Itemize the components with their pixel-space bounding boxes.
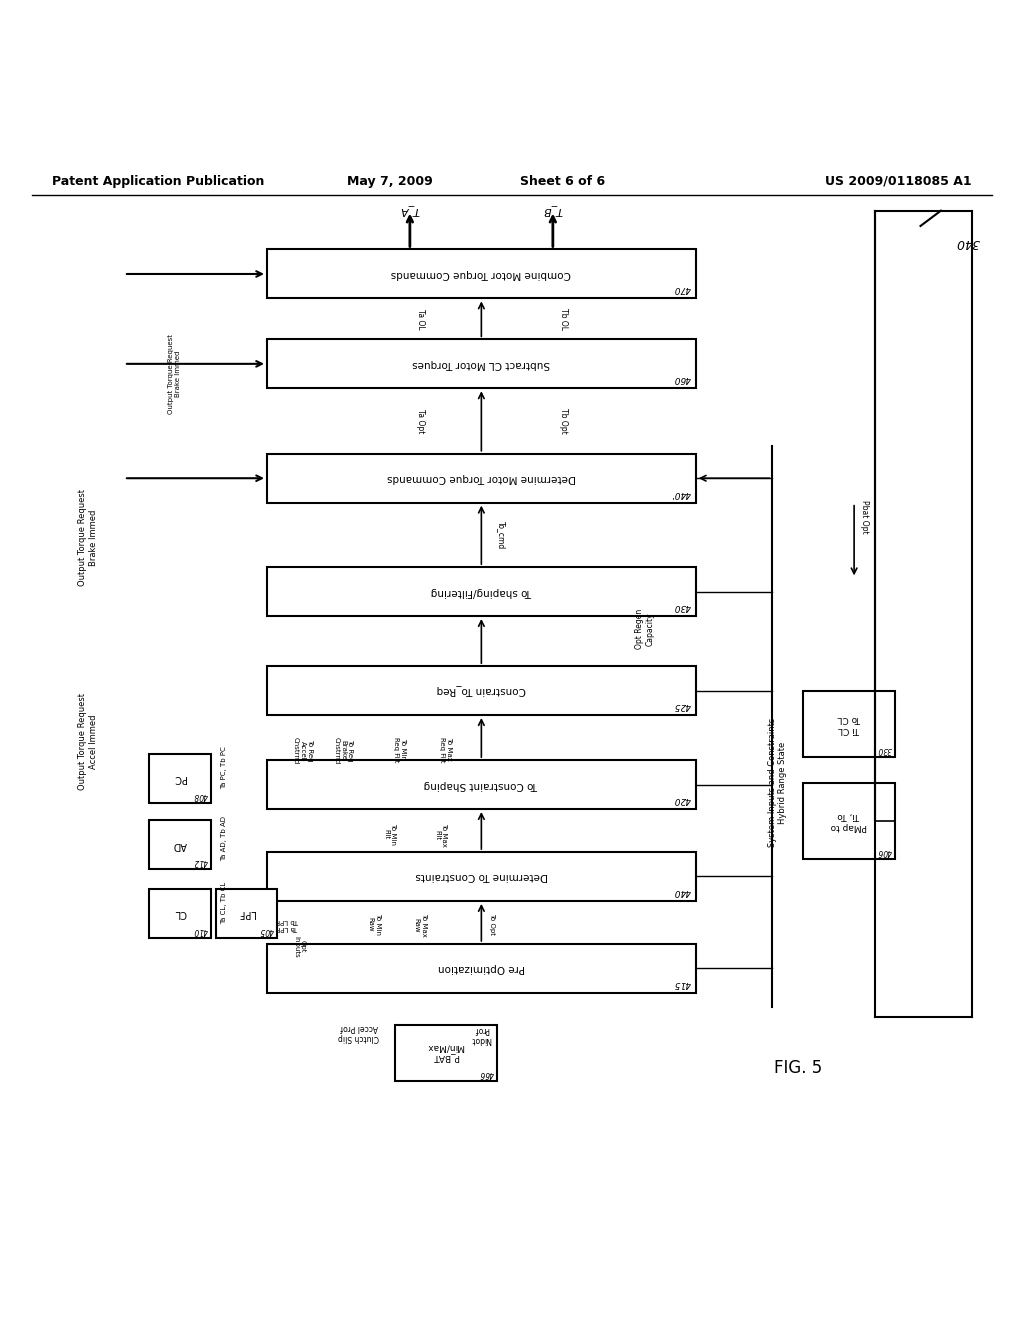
Text: To Max
Filt: To Max Filt: [434, 824, 447, 847]
Text: 420: 420: [674, 795, 691, 804]
Bar: [267, 944, 696, 993]
Text: P_BAT
Min/Max: P_BAT Min/Max: [427, 1043, 465, 1063]
Text: 470: 470: [674, 284, 691, 293]
Text: 460: 460: [674, 375, 691, 383]
Text: Sheet 6 of 6: Sheet 6 of 6: [520, 176, 605, 187]
Text: LPF: LPF: [238, 908, 255, 919]
Text: US 2009/0118085 A1: US 2009/0118085 A1: [825, 176, 972, 187]
Text: Ta OL: Ta OL: [416, 309, 425, 329]
Text: T_A: T_A: [400, 205, 420, 215]
Bar: [267, 667, 696, 715]
Text: To Constraint Shaping: To Constraint Shaping: [424, 780, 539, 789]
Text: Pbat Opt: Pbat Opt: [860, 500, 868, 533]
Text: Clutch Slip
Accel Prof: Clutch Slip Accel Prof: [338, 1023, 379, 1041]
Text: CL: CL: [174, 908, 186, 919]
Bar: [267, 851, 696, 902]
Text: Pre Optimization: Pre Optimization: [438, 964, 525, 973]
Text: To Min
Req Filt: To Min Req Filt: [393, 737, 407, 762]
Text: To Opt: To Opt: [488, 913, 495, 936]
Bar: [267, 339, 696, 388]
Text: Ta LPF
Tb LPF: Ta LPF Tb LPF: [275, 917, 299, 931]
Text: Ta Opt: Ta Opt: [416, 409, 425, 433]
Text: 408: 408: [194, 791, 208, 800]
Text: To Max
Req Filt: To Max Req Filt: [439, 737, 453, 762]
Text: Nidot
Prof: Nidot Prof: [471, 1024, 492, 1044]
Text: 425: 425: [674, 701, 691, 710]
Text: Constrain To_Req: Constrain To_Req: [436, 685, 526, 696]
Bar: [216, 888, 278, 937]
Text: 466: 466: [479, 1069, 494, 1077]
Text: To Min
Filt: To Min Filt: [383, 824, 396, 845]
Text: Determine To Constraints: Determine To Constraints: [415, 871, 548, 882]
Bar: [803, 783, 895, 859]
Text: FIG. 5: FIG. 5: [774, 1060, 822, 1077]
Text: 405: 405: [259, 925, 274, 935]
Text: 440': 440': [671, 488, 691, 498]
Text: 410: 410: [194, 925, 208, 935]
Text: 340: 340: [956, 236, 980, 249]
Text: To Req
Brake
Cnstrnd: To Req Brake Cnstrnd: [334, 737, 353, 764]
Text: Ta PC, Tb PC: Ta PC, Tb PC: [221, 746, 227, 788]
Text: To Min
Raw: To Min Raw: [368, 913, 381, 936]
Text: To Max
Raw: To Max Raw: [414, 913, 427, 937]
Text: 330: 330: [878, 744, 892, 754]
Bar: [267, 568, 696, 616]
Bar: [803, 690, 895, 756]
Text: System Inputs and Constraints
Hybrid Range State: System Inputs and Constraints Hybrid Ran…: [768, 718, 787, 847]
Bar: [267, 249, 696, 298]
Text: To Req
Accel
Cnstrnd: To Req Accel Cnstrnd: [293, 737, 312, 764]
Text: Opt Regen
Capacity: Opt Regen Capacity: [635, 610, 654, 649]
Text: 412: 412: [194, 857, 208, 866]
Text: AD: AD: [173, 840, 187, 850]
Text: Patent Application Publication: Patent Application Publication: [52, 176, 265, 187]
Bar: [267, 454, 696, 503]
Text: Tb Opt: Tb Opt: [558, 408, 567, 434]
Text: To_cmd: To_cmd: [498, 521, 506, 549]
Text: Output Torque Request
Brake Immed: Output Torque Request Brake Immed: [169, 334, 181, 414]
Text: Subtract CL Motor Torques: Subtract CL Motor Torques: [413, 359, 550, 368]
Text: Combine Motor Torque Commands: Combine Motor Torque Commands: [391, 269, 571, 279]
Text: Opt
Inputs: Opt Inputs: [293, 936, 306, 957]
Bar: [394, 1024, 497, 1081]
Text: PC: PC: [174, 774, 186, 784]
Text: Ta AD, Tb AD: Ta AD, Tb AD: [221, 816, 227, 861]
Text: To shaping/Filtering: To shaping/Filtering: [431, 586, 532, 597]
Text: T_B: T_B: [543, 205, 563, 215]
Bar: [150, 888, 211, 937]
Text: Ti CL
To CL: Ti CL To CL: [838, 714, 861, 734]
Text: May 7, 2009: May 7, 2009: [346, 176, 432, 187]
Text: Ta CL, Tb CL: Ta CL, Tb CL: [221, 882, 227, 924]
Text: 430: 430: [674, 602, 691, 611]
Text: 440: 440: [674, 887, 691, 896]
Text: Output Torque Request
Brake Immed: Output Torque Request Brake Immed: [79, 488, 98, 586]
Text: 406: 406: [878, 847, 892, 857]
Text: PMap to
Ti, To: PMap to Ti, To: [830, 812, 867, 830]
Text: Tb OL: Tb OL: [558, 308, 567, 330]
Bar: [150, 820, 211, 870]
Bar: [267, 760, 696, 809]
Text: 415: 415: [674, 979, 691, 987]
Text: Determine Motor Torque Commands: Determine Motor Torque Commands: [387, 474, 575, 483]
Text: Output Torque Request
Accel Immed: Output Torque Request Accel Immed: [79, 693, 98, 791]
Bar: [150, 754, 211, 803]
